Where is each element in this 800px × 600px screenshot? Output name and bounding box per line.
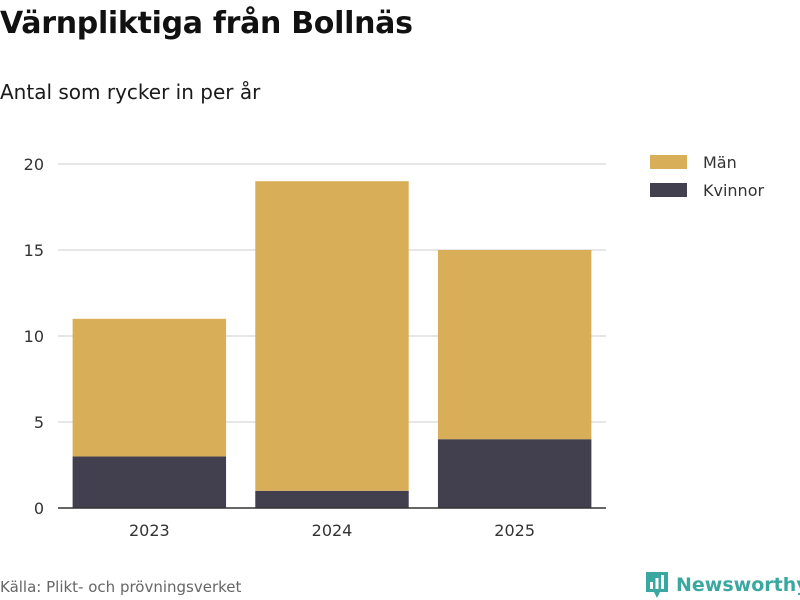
source-note: Källa: Plikt- och prövningsverket — [0, 578, 242, 596]
newsworthy-logo-icon — [646, 572, 668, 598]
y-tick-label: 15 — [24, 241, 44, 260]
brand: Newsworthy — [644, 570, 800, 600]
legend-label-kvinnor: Kvinnor — [703, 180, 765, 200]
y-tick-label: 0 — [34, 499, 44, 518]
legend-swatch-man — [650, 155, 687, 169]
chart-title: Värnpliktiga från Bollnäs — [0, 6, 413, 41]
bar-m-n-2024 — [255, 181, 409, 491]
y-tick-label: 20 — [24, 155, 44, 174]
bar-kvinnor-2024 — [255, 490, 409, 508]
legend: Män Kvinnor — [650, 148, 764, 204]
bar-chart: 0 5 10 15 20 2023 2024 2025 — [24, 155, 606, 540]
legend-item-man[interactable]: Män — [650, 148, 764, 176]
x-tick-label: 2025 — [494, 521, 535, 540]
bar-kvinnor-2023 — [72, 456, 227, 508]
y-tick-label: 10 — [24, 327, 44, 346]
bar-m-n-2025 — [437, 250, 592, 440]
x-tick-label: 2023 — [129, 521, 170, 540]
brand-name: Newsworthy — [676, 574, 800, 596]
legend-swatch-kvinnor — [650, 183, 687, 197]
bar-m-n-2023 — [72, 318, 227, 457]
legend-label-man: Män — [703, 152, 737, 172]
chart-subtitle: Antal som rycker in per år — [0, 80, 261, 104]
y-tick-label: 5 — [34, 413, 44, 432]
x-tick-label: 2024 — [312, 521, 353, 540]
legend-item-kvinnor[interactable]: Kvinnor — [650, 176, 764, 204]
bar-kvinnor-2025 — [437, 439, 592, 508]
